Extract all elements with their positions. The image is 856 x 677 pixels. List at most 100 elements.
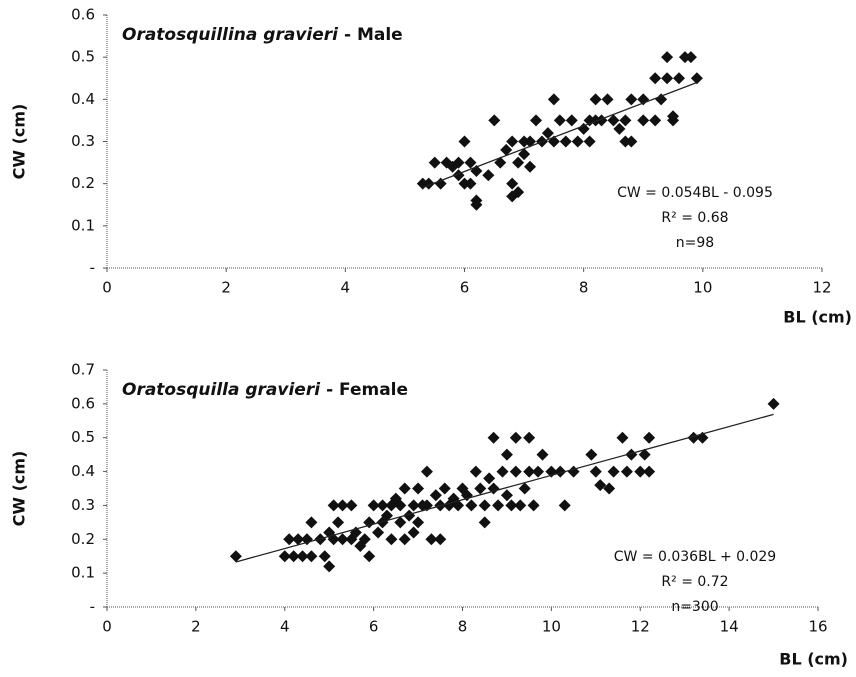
data-point bbox=[394, 499, 407, 512]
x-axis-label: BL (cm) bbox=[783, 308, 852, 327]
y-tick-label: 0.1 bbox=[71, 216, 95, 234]
x-tick-label: 10 bbox=[542, 618, 561, 636]
x-tick-label: 8 bbox=[458, 618, 468, 636]
y-tick-label: 0.4 bbox=[71, 90, 95, 108]
data-point bbox=[514, 499, 527, 512]
data-point bbox=[394, 516, 407, 529]
data-point bbox=[667, 110, 680, 123]
data-point bbox=[527, 499, 540, 512]
data-point bbox=[524, 135, 537, 148]
data-point bbox=[478, 499, 491, 512]
x-axis-label: BL (cm) bbox=[779, 650, 848, 669]
data-point bbox=[547, 93, 560, 106]
x-tick-label: 16 bbox=[808, 618, 827, 636]
data-point bbox=[567, 465, 580, 478]
x-tick-label: 6 bbox=[369, 618, 379, 636]
data-point bbox=[625, 93, 638, 106]
data-point bbox=[458, 135, 471, 148]
title-suffix: - Female bbox=[326, 380, 408, 400]
data-point bbox=[474, 482, 487, 495]
data-point bbox=[637, 114, 650, 127]
data-point bbox=[509, 465, 522, 478]
data-point bbox=[336, 533, 349, 546]
data-point bbox=[690, 72, 703, 85]
data-point bbox=[488, 114, 501, 127]
data-point bbox=[512, 156, 525, 169]
x-tick-label: 2 bbox=[191, 618, 201, 636]
data-point bbox=[482, 169, 495, 182]
data-point bbox=[318, 550, 331, 563]
data-point bbox=[594, 479, 607, 492]
data-point bbox=[673, 72, 685, 85]
x-tick-label: 14 bbox=[720, 618, 739, 636]
data-point bbox=[687, 431, 700, 444]
x-tick-label: 0 bbox=[102, 618, 112, 636]
data-point bbox=[613, 122, 626, 135]
data-point bbox=[438, 482, 451, 495]
y-tick-label: 0.2 bbox=[71, 530, 95, 548]
data-point bbox=[292, 533, 305, 546]
data-point bbox=[607, 465, 620, 478]
data-point bbox=[465, 499, 478, 512]
data-point bbox=[412, 482, 425, 495]
data-point bbox=[559, 135, 572, 148]
data-point bbox=[523, 431, 536, 444]
data-point bbox=[505, 499, 518, 512]
y-tick-label: 0.2 bbox=[71, 174, 95, 192]
x-tick-label: 8 bbox=[579, 279, 589, 297]
y-tick-label: 0.3 bbox=[71, 496, 95, 514]
data-point bbox=[398, 533, 411, 546]
data-point bbox=[305, 516, 318, 529]
x-tick-label: 4 bbox=[341, 279, 351, 297]
data-point bbox=[643, 465, 656, 478]
y-axis-label: CW (cm) bbox=[10, 104, 29, 180]
data-point bbox=[380, 509, 393, 522]
data-point bbox=[603, 482, 616, 495]
y-tick-label: 0.5 bbox=[71, 428, 95, 446]
trendline bbox=[235, 413, 774, 563]
y-axis-label: CW (cm) bbox=[10, 451, 29, 527]
data-point bbox=[487, 431, 500, 444]
data-point bbox=[634, 465, 647, 478]
data-point bbox=[403, 509, 416, 522]
data-point bbox=[425, 533, 438, 546]
data-point bbox=[323, 560, 336, 573]
data-point bbox=[407, 526, 420, 539]
data-point bbox=[524, 160, 537, 173]
data-point bbox=[492, 499, 505, 512]
chart-title: Oratosquillina gravieri - Male bbox=[122, 25, 403, 45]
y-tick-label: 0.6 bbox=[71, 394, 95, 412]
x-tick-label: 6 bbox=[460, 279, 470, 297]
trendline bbox=[422, 81, 698, 189]
data-point bbox=[565, 114, 578, 127]
data-point bbox=[376, 499, 389, 512]
data-point bbox=[469, 465, 482, 478]
data-point bbox=[358, 533, 371, 546]
data-point bbox=[625, 135, 638, 148]
annotation: R² = 0.68 bbox=[661, 210, 728, 226]
data-point bbox=[553, 114, 566, 127]
data-point bbox=[554, 465, 567, 478]
data-point bbox=[661, 51, 674, 64]
data-point bbox=[655, 93, 668, 106]
data-point bbox=[429, 489, 442, 502]
x-tick-label: 12 bbox=[631, 618, 650, 636]
data-point bbox=[363, 550, 376, 563]
data-point bbox=[305, 550, 318, 563]
data-point bbox=[523, 465, 536, 478]
data-point bbox=[363, 516, 376, 529]
title-species: Oratosquillina gravieri bbox=[122, 25, 339, 45]
data-point bbox=[478, 516, 491, 529]
data-point bbox=[336, 499, 349, 512]
x-tick-label: 0 bbox=[102, 279, 112, 297]
title-suffix: - Male bbox=[344, 25, 403, 45]
annotation: CW = 0.036BL + 0.029 bbox=[614, 549, 776, 565]
data-point bbox=[607, 114, 620, 127]
data-point bbox=[434, 533, 447, 546]
data-point bbox=[585, 448, 598, 461]
data-point bbox=[367, 499, 380, 512]
data-point bbox=[287, 550, 300, 563]
data-point bbox=[619, 114, 632, 127]
data-point bbox=[500, 489, 513, 502]
y-tick-label: - bbox=[90, 598, 95, 616]
